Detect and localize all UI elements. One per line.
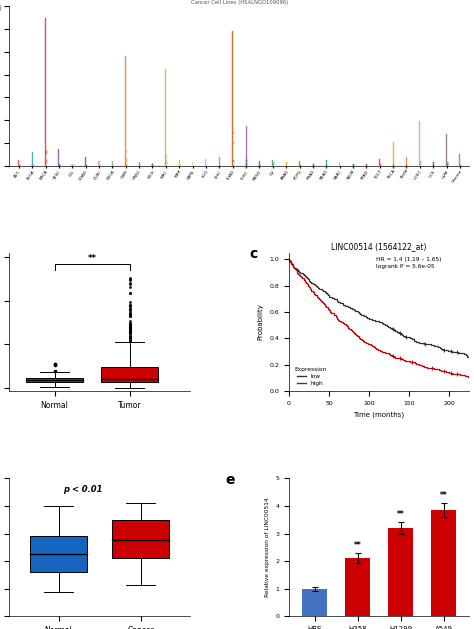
Point — [126, 298, 134, 308]
Point — [28, 160, 36, 170]
Point — [126, 318, 134, 328]
Point — [416, 158, 424, 168]
Point — [126, 336, 134, 346]
Point — [126, 324, 134, 334]
Point — [126, 321, 134, 331]
Point — [269, 159, 276, 169]
Y-axis label: Relative expression of LINC00514: Relative expression of LINC00514 — [264, 498, 270, 597]
Point — [126, 311, 134, 321]
Point — [126, 309, 134, 320]
Point — [51, 359, 58, 369]
Point — [126, 334, 134, 344]
Point — [229, 156, 237, 166]
Point — [42, 157, 49, 167]
Text: e: e — [226, 473, 236, 487]
Point — [126, 304, 134, 314]
Point — [162, 157, 170, 167]
Title: LINC00514 (1564122_at): LINC00514 (1564122_at) — [331, 242, 427, 251]
Point — [456, 160, 464, 170]
Point — [322, 160, 330, 170]
Point — [269, 159, 276, 169]
Point — [122, 160, 129, 170]
Point — [126, 325, 134, 335]
Point — [126, 274, 134, 284]
Point — [376, 160, 383, 170]
Point — [126, 309, 134, 319]
Point — [376, 159, 383, 169]
Text: p < 0.01: p < 0.01 — [64, 485, 103, 494]
Point — [126, 316, 134, 326]
Point — [51, 360, 58, 370]
Point — [109, 160, 116, 170]
Text: c: c — [249, 247, 257, 262]
Point — [126, 327, 134, 337]
Point — [389, 160, 397, 170]
Point — [126, 323, 134, 333]
Point — [229, 155, 237, 165]
Point — [126, 320, 134, 330]
Point — [336, 160, 343, 170]
Point — [126, 305, 134, 315]
Point — [15, 160, 23, 170]
Bar — [302, 589, 327, 616]
Point — [126, 303, 134, 313]
Point — [55, 160, 63, 170]
Bar — [26, 378, 83, 382]
Point — [255, 160, 263, 170]
Point — [126, 327, 134, 337]
Point — [126, 301, 134, 311]
Point — [296, 160, 303, 170]
Point — [149, 160, 156, 170]
Point — [126, 328, 134, 338]
Point — [28, 160, 36, 170]
Point — [126, 329, 134, 339]
Point — [402, 160, 410, 170]
Point — [55, 160, 63, 170]
Point — [189, 160, 196, 170]
Point — [389, 160, 397, 170]
Point — [69, 160, 76, 170]
Point — [126, 288, 134, 298]
Point — [202, 160, 210, 170]
Bar — [101, 367, 158, 382]
Point — [126, 288, 134, 298]
Point — [15, 160, 23, 170]
Point — [126, 299, 134, 309]
Point — [242, 159, 250, 169]
Point — [126, 276, 134, 286]
Point — [109, 160, 116, 170]
Point — [443, 157, 450, 167]
Point — [296, 160, 303, 170]
Point — [389, 160, 397, 170]
Point — [162, 158, 170, 168]
Point — [126, 311, 134, 321]
Text: HR = 1.4 (1.19 – 1.65)
logrank P = 5.6e-05: HR = 1.4 (1.19 – 1.65) logrank P = 5.6e-… — [375, 257, 441, 269]
Point — [242, 160, 250, 170]
Bar — [345, 559, 370, 616]
Point — [402, 160, 410, 170]
Point — [126, 320, 134, 330]
Point — [416, 159, 424, 169]
Point — [95, 160, 103, 170]
Point — [416, 159, 424, 169]
Point — [283, 160, 290, 170]
Point — [122, 154, 129, 164]
Point — [126, 333, 134, 343]
Point — [443, 160, 450, 170]
Text: **: ** — [397, 509, 404, 518]
Point — [126, 326, 134, 337]
Point — [283, 160, 290, 170]
Point — [51, 359, 58, 369]
Point — [122, 146, 129, 156]
Bar — [431, 510, 456, 616]
Point — [126, 320, 134, 330]
Point — [229, 137, 237, 147]
Point — [363, 160, 370, 170]
Point — [126, 331, 134, 342]
Point — [126, 326, 134, 336]
Point — [175, 160, 183, 170]
Point — [126, 301, 134, 311]
Point — [126, 310, 134, 320]
Point — [126, 322, 134, 332]
Point — [175, 160, 183, 170]
